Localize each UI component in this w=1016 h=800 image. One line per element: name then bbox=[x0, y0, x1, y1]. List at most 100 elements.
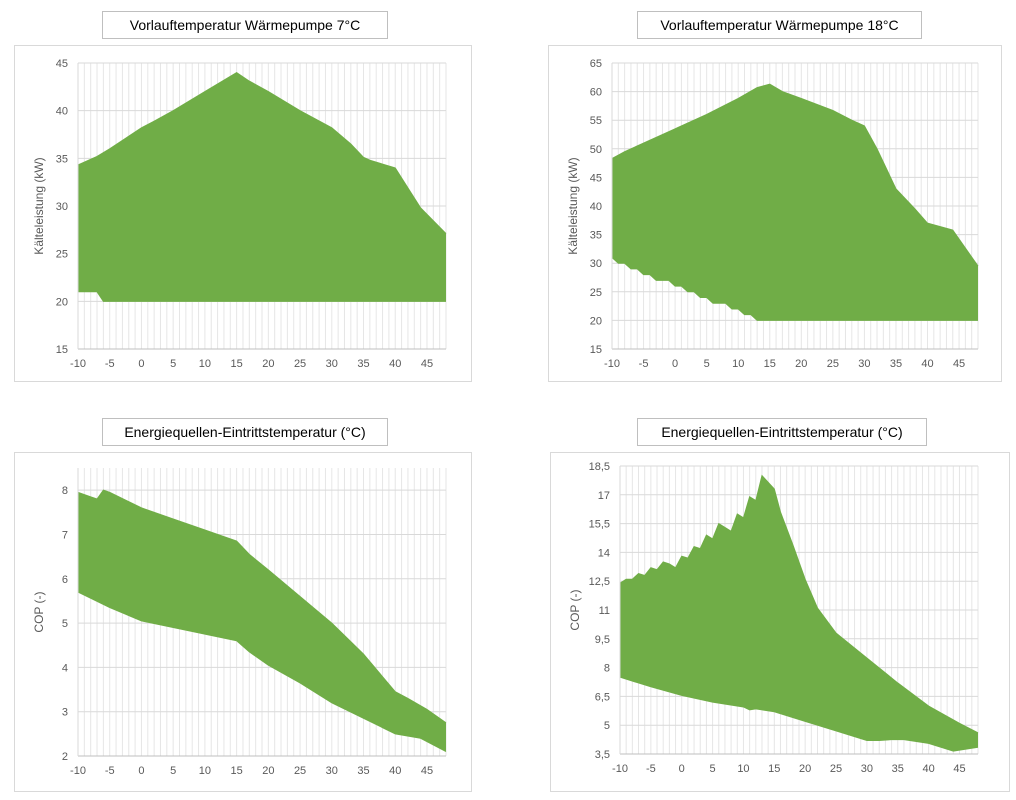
y-tick-label: 9,5 bbox=[595, 634, 610, 646]
x-tick-label: 40 bbox=[922, 763, 934, 775]
x-tick-label: 30 bbox=[326, 765, 338, 777]
x-tick-label: 15 bbox=[764, 358, 776, 370]
y-tick-label: 15 bbox=[590, 344, 602, 356]
y-tick-label: 25 bbox=[56, 249, 68, 261]
x-tick-label: 25 bbox=[830, 763, 842, 775]
x-tick-label: -10 bbox=[70, 765, 86, 777]
x-tick-label: 15 bbox=[768, 763, 780, 775]
y-axis-label: Kälteleistung (kW) bbox=[566, 157, 580, 254]
y-tick-label: 20 bbox=[56, 296, 68, 308]
y-axis-label: COP (-) bbox=[568, 589, 582, 630]
y-tick-label: 65 bbox=[590, 58, 602, 70]
y-tick-label: 40 bbox=[56, 106, 68, 118]
y-axis-label: Kälteleistung (kW) bbox=[32, 157, 46, 254]
x-tick-label: 35 bbox=[890, 358, 902, 370]
series-line-upper bbox=[77, 489, 447, 724]
x-tick-label: 35 bbox=[892, 763, 904, 775]
x-tick-label: 45 bbox=[953, 763, 965, 775]
y-tick-label: 40 bbox=[590, 201, 602, 213]
x-tick-label: 35 bbox=[357, 765, 369, 777]
x-tick-label: 10 bbox=[199, 765, 211, 777]
x-tick-label: 20 bbox=[795, 358, 807, 370]
y-tick-label: 4 bbox=[62, 662, 68, 674]
chart-title-4: Energiequellen-Eintrittstemperatur (°C) bbox=[637, 418, 927, 446]
x-tick-label: 5 bbox=[710, 763, 716, 775]
y-tick-label: 3 bbox=[62, 707, 68, 719]
x-tick-label: 0 bbox=[672, 358, 678, 370]
series-line-upper bbox=[77, 71, 447, 234]
y-tick-label: 50 bbox=[590, 144, 602, 156]
x-tick-label: 30 bbox=[861, 763, 873, 775]
x-tick-label: 0 bbox=[138, 765, 144, 777]
y-tick-label: 20 bbox=[590, 315, 602, 327]
x-tick-label: 40 bbox=[921, 358, 933, 370]
x-tick-label: -10 bbox=[604, 358, 620, 370]
y-tick-label: 5 bbox=[62, 618, 68, 630]
x-tick-label: 5 bbox=[704, 358, 710, 370]
area-band bbox=[78, 490, 446, 752]
x-tick-label: 25 bbox=[827, 358, 839, 370]
x-tick-label: 5 bbox=[170, 765, 176, 777]
x-tick-label: 30 bbox=[858, 358, 870, 370]
x-tick-label: 25 bbox=[294, 358, 306, 370]
y-tick-label: 15 bbox=[56, 344, 68, 356]
x-tick-label: 10 bbox=[199, 358, 211, 370]
y-tick-label: 5 bbox=[604, 720, 610, 732]
x-tick-label: 25 bbox=[294, 765, 306, 777]
x-tick-label: -10 bbox=[70, 358, 86, 370]
chart-2: 15 20 25 30 35 40 45 50 55 60 65 -10 -5 0 5 10 15 20 25 30 3… bbox=[566, 58, 979, 370]
chart-title-1: Vorlauftemperatur Wärmepumpe 7°C bbox=[102, 11, 388, 39]
y-tick-label: 30 bbox=[590, 258, 602, 270]
x-tick-label: -5 bbox=[646, 763, 656, 775]
y-tick-label: 6,5 bbox=[595, 691, 610, 703]
x-tick-label: -10 bbox=[612, 763, 628, 775]
x-tick-label: 0 bbox=[138, 358, 144, 370]
series-line-lower bbox=[78, 291, 446, 302]
series-line-upper bbox=[611, 83, 979, 267]
y-tick-label: 55 bbox=[590, 115, 602, 127]
x-tick-label: 30 bbox=[326, 358, 338, 370]
x-tick-label: 45 bbox=[953, 358, 965, 370]
y-tick-label: 18,5 bbox=[589, 461, 610, 473]
y-tick-label: 14 bbox=[598, 547, 610, 559]
x-tick-label: -5 bbox=[105, 765, 115, 777]
y-tick-label: 25 bbox=[590, 287, 602, 299]
chart-1: 15 20 25 30 35 40 45 -10 -5 0 5 10 15 20 25 30 35 40 45 Käl… bbox=[32, 58, 447, 370]
x-tick-label: 15 bbox=[230, 358, 242, 370]
y-tick-label: 60 bbox=[590, 87, 602, 99]
y-tick-label: 17 bbox=[598, 490, 610, 502]
area-band bbox=[78, 72, 446, 302]
x-tick-label: 15 bbox=[230, 765, 242, 777]
series-line-lower bbox=[611, 257, 978, 321]
y-tick-label: 6 bbox=[62, 574, 68, 586]
y-axis-label: COP (-) bbox=[32, 591, 46, 632]
x-tick-label: -5 bbox=[639, 358, 649, 370]
x-tick-label: 5 bbox=[170, 358, 176, 370]
x-tick-label: 0 bbox=[679, 763, 685, 775]
y-tick-label: 7 bbox=[62, 529, 68, 541]
y-tick-label: 3,5 bbox=[595, 749, 610, 761]
chart-title-2: Vorlauftemperatur Wärmepumpe 18°C bbox=[637, 11, 922, 39]
x-tick-label: 45 bbox=[421, 358, 433, 370]
y-tick-label: 11 bbox=[599, 605, 610, 617]
y-tick-label: 35 bbox=[56, 153, 68, 165]
x-tick-label: -5 bbox=[105, 358, 115, 370]
chart-4: 3,5 5 6,5 8 9,5 11 12,5 14 15,5 17 18,5 -10 -5 0 5 10 15… bbox=[568, 461, 979, 775]
y-tick-label: 15,5 bbox=[589, 519, 610, 531]
area-band bbox=[620, 475, 978, 752]
x-tick-label: 45 bbox=[421, 765, 433, 777]
x-tick-label: 10 bbox=[737, 763, 749, 775]
x-tick-label: 20 bbox=[799, 763, 811, 775]
x-tick-label: 20 bbox=[262, 765, 274, 777]
y-tick-label: 45 bbox=[56, 58, 68, 70]
x-tick-label: 10 bbox=[732, 358, 744, 370]
chart-title-3: Energiequellen-Eintrittstemperatur (°C) bbox=[102, 418, 388, 446]
y-tick-label: 8 bbox=[604, 663, 610, 675]
series-line-lower bbox=[77, 591, 447, 753]
x-tick-label: 20 bbox=[262, 358, 274, 370]
y-tick-label: 35 bbox=[590, 230, 602, 242]
y-tick-label: 12,5 bbox=[589, 576, 610, 588]
x-tick-label: 40 bbox=[389, 765, 401, 777]
